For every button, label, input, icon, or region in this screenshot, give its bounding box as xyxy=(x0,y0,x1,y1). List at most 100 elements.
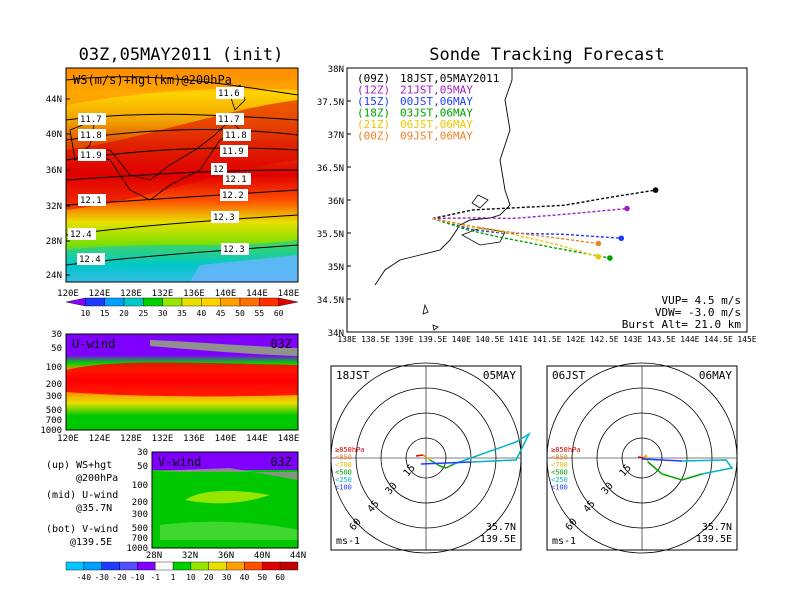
ws-lat-ticks: 44N 40N 36N 32N 28N 24N xyxy=(46,95,70,281)
track-legend-text: 18JST,05MAY2011 xyxy=(400,72,499,85)
track-endpoint xyxy=(595,253,602,260)
ws-contour-label: 12.2 xyxy=(222,191,244,201)
ws-colorbar-label: 10 xyxy=(81,309,91,318)
track-legend-text: 21JST,05MAY xyxy=(400,84,473,97)
ws-colorbar-label: 25 xyxy=(139,309,149,318)
ws-lon-tick: 148E xyxy=(278,289,300,299)
hodo-trace xyxy=(453,431,531,465)
param-vdw: VDW= -3.0 m/s xyxy=(655,306,741,319)
wind-colorbar-label: -30 xyxy=(94,573,109,582)
ws-lon-ticks: 120E 124E 128E 132E 136E 140E 144E 148E xyxy=(57,289,299,299)
uwind-lon-tick: 140E xyxy=(215,434,237,444)
track-endpoint xyxy=(607,255,613,261)
wind-colorbar-cell xyxy=(83,561,102,571)
track-lon-tick: 142.5E xyxy=(590,335,619,344)
track-legend-z: (15Z) xyxy=(357,95,390,108)
hodo-trace xyxy=(641,458,683,462)
uwind-lon-tick: 128E xyxy=(120,434,142,444)
ws-contour-label: 11.9 xyxy=(80,151,102,161)
uwind-panel xyxy=(65,333,299,431)
track-lat-tick: 35.5N xyxy=(317,230,344,240)
hodo-level-label: <100 xyxy=(551,484,568,492)
hodo-unit: ms-1 xyxy=(336,536,360,547)
wind-colorbar: -40 -30 -20 -10 -1 1 10 20 30 40 50 60 xyxy=(65,561,299,582)
track-lon-tick: 143.5E xyxy=(647,335,676,344)
track-legend-text: 09JST,06MAY xyxy=(400,130,473,143)
track-endpoint xyxy=(618,235,625,242)
track-endpoint xyxy=(624,205,630,212)
wind-colorbar-cell xyxy=(172,561,192,571)
ws-contour-label: 11.7 xyxy=(218,115,240,125)
ws-colorbar-cell xyxy=(181,297,202,307)
uwind-p-tick: 300 xyxy=(46,392,62,402)
param-burst: Burst Alt= 21.0 km xyxy=(622,318,742,331)
ws-colorbar-label: 30 xyxy=(158,309,168,318)
track-line xyxy=(432,217,599,245)
vwind-p-tick: 500 xyxy=(132,524,148,534)
ws-colorbar-cell xyxy=(143,297,163,307)
hodo-loc: 139.5E xyxy=(480,534,516,545)
ws-colorbar-label: 50 xyxy=(235,309,245,318)
track-lat-tick: 35N xyxy=(328,263,344,273)
track-line xyxy=(432,217,622,239)
track-legend-text: 06JST,06MAY xyxy=(400,118,473,131)
wind-colorbar-label: 1 xyxy=(171,573,176,582)
hodo-level-label: <500 xyxy=(335,469,352,477)
ws-contour-label-bg xyxy=(220,189,248,201)
wind-colorbar-cell xyxy=(262,561,281,571)
ws-map xyxy=(65,67,299,283)
track-lon-tick: 138.5E xyxy=(361,335,390,344)
track-lat-tick: 36.5N xyxy=(317,164,344,174)
vwind-lat-tick: 40N xyxy=(254,551,270,561)
track-lon-tick: 139.5E xyxy=(418,335,447,344)
hodo-level-label: <700 xyxy=(551,461,568,469)
uwind-p-tick: 700 xyxy=(46,416,62,426)
track-lat-tick: 37N xyxy=(328,131,344,141)
ws-colorbar-cell xyxy=(104,297,125,307)
hodograph-2: 06JST 06MAY15304560≥850hPa<850<700<500<25… xyxy=(546,362,738,554)
ws-lon-tick: 124E xyxy=(89,289,111,299)
track-lon-tick: 145E xyxy=(737,335,756,344)
vwind-time: 03Z xyxy=(270,455,292,469)
ws-contour-label: 12 xyxy=(213,165,224,175)
track-line xyxy=(432,217,599,258)
wind-colorbar-label: -40 xyxy=(77,573,92,582)
ws-lat-tick: 28N xyxy=(46,237,62,247)
ws-contour-label: 12.4 xyxy=(70,230,92,240)
wind-colorbar-cell xyxy=(155,561,174,571)
uwind-p-tick: 100 xyxy=(46,363,62,373)
track-lon-tick: 144E xyxy=(680,335,699,344)
track-lon-tick: 141E xyxy=(509,335,528,344)
ws-contour-label-bg xyxy=(216,87,244,99)
ws-colorbar-cell xyxy=(123,297,144,307)
track-legend-text: 00JST,06MAY xyxy=(400,95,473,108)
left-title: 03Z,05MAY2011 (init) xyxy=(79,45,284,65)
track-legend-text: 03JST,06MAY xyxy=(400,107,473,120)
hodo-trace xyxy=(420,461,472,465)
hodo-level-label: <850 xyxy=(551,454,568,462)
ws-contour-label: 12.1 xyxy=(80,196,102,206)
vwind-lat-tick: 44N xyxy=(290,551,306,561)
ws-colorbar-cell xyxy=(201,297,221,307)
wind-colorbar-label: 10 xyxy=(186,573,196,582)
track-endpoint xyxy=(595,240,602,247)
ws-colorbar-label: 55 xyxy=(255,309,265,318)
ws-colorbar-label: 60 xyxy=(274,309,284,318)
vwind-p-tick: 50 xyxy=(137,462,148,472)
hodo-trace xyxy=(415,454,424,457)
hodo-level-label: ≥850hPa xyxy=(551,446,581,454)
wind-colorbar-cell xyxy=(279,561,299,571)
ws-lat-tick: 24N xyxy=(46,271,62,281)
ws-map-label: WS(m/s)+hgt(km)@200hPa xyxy=(73,73,232,87)
uwind-label: U-wind xyxy=(72,337,115,351)
track-lines xyxy=(432,187,659,261)
wind-colorbar-cell xyxy=(101,561,120,571)
ws-contour-label-bg xyxy=(68,228,96,240)
hodo-level-label: <850 xyxy=(335,454,352,462)
hodo-trace xyxy=(637,456,645,459)
track-legend-z: (00Z) xyxy=(357,130,390,143)
wind-colorbar-cell xyxy=(244,561,263,571)
ws-contour-label: 11.8 xyxy=(80,131,102,141)
